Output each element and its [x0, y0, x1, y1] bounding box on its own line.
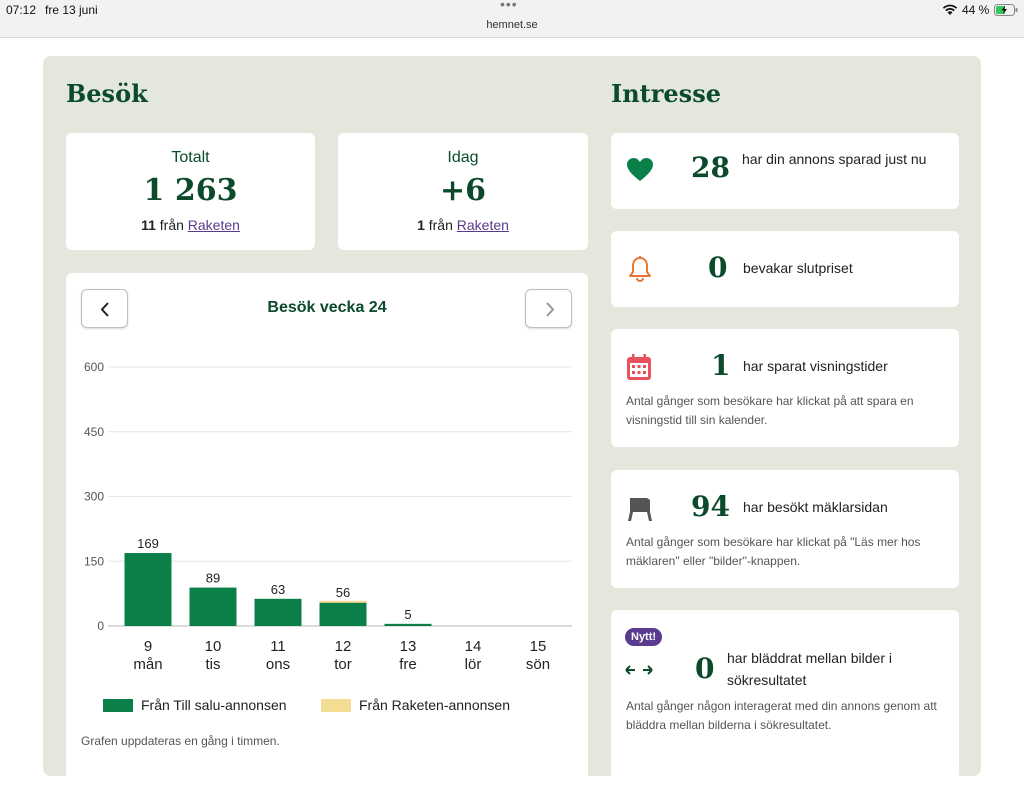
interest-card-image-browsing: Nytt! 0 har bläddrat mellan bilder i sök…	[611, 610, 959, 780]
new-badge: Nytt!	[625, 628, 663, 646]
today-raketen-line: 1 från Raketen	[338, 217, 588, 233]
y-tick-label: 450	[84, 425, 104, 439]
y-tick-label: 150	[84, 554, 104, 568]
x-tick-weekday: mån	[133, 656, 162, 673]
interest-card-saved: 28 har din annons sparad just nu	[611, 133, 959, 209]
x-tick-weekday: lör	[465, 656, 482, 673]
x-tick-date: 10	[205, 638, 222, 655]
today-raketen-link[interactable]: Raketen	[456, 217, 509, 233]
status-date: fre 13 juni	[45, 3, 98, 17]
x-tick-date: 13	[400, 638, 417, 655]
x-tick-date: 12	[335, 638, 352, 655]
previous-week-button[interactable]	[81, 289, 128, 328]
weekly-visits-chart-card: Besök vecka 24 0 150 300 450 600 169 9 mån 89 10 t…	[66, 273, 588, 793]
total-raketen-count: 11	[141, 217, 156, 233]
y-tick-label: 300	[84, 490, 104, 504]
visits-heading: Besök	[66, 79, 148, 108]
total-value: 1 263	[143, 173, 238, 208]
price-watch-text: bevakar slutpriset	[743, 260, 853, 276]
today-label: Idag	[447, 149, 479, 166]
x-tick-weekday: tis	[206, 656, 221, 673]
bar-raketen	[319, 600, 367, 603]
bell-icon	[629, 256, 651, 282]
image-browsing-desc: Antal gånger någon interagerat med din a…	[626, 699, 937, 732]
total-from-text: från	[159, 217, 184, 233]
x-tick-weekday: sön	[526, 656, 550, 673]
bar-value-label: 169	[137, 536, 159, 551]
address-bar[interactable]: hemnet.se	[0, 19, 1024, 31]
more-dots-icon[interactable]: •••	[500, 0, 518, 12]
bar-till-salu	[384, 623, 432, 626]
wifi-icon	[942, 4, 958, 15]
today-from-text: från	[428, 217, 453, 233]
bar-till-salu	[189, 587, 237, 626]
total-label: Totalt	[171, 149, 210, 166]
statistics-panel: Besök Totalt 1 263 11 från Raketen Idag …	[43, 56, 981, 793]
url-text: hemnet.se	[486, 19, 538, 31]
battery-percent: 44 %	[962, 3, 990, 17]
bar-value-label: 63	[271, 582, 285, 597]
price-watch-count: 0	[708, 251, 728, 284]
chart-update-note: Grafen uppdateras en gång i timmen.	[81, 734, 280, 748]
viewing-times-text: har sparat visningstider	[743, 358, 888, 374]
sign-icon	[628, 498, 652, 521]
y-tick-label: 0	[97, 619, 104, 633]
total-raketen-line: 11 från Raketen	[66, 217, 315, 233]
bar-value-label: 5	[404, 607, 411, 622]
total-visits-card: Totalt 1 263 11 från Raketen	[66, 133, 315, 250]
saved-text: har din annons sparad just nu	[742, 151, 927, 167]
bar-till-salu	[319, 602, 367, 626]
broker-page-text: har besökt mäklarsidan	[743, 499, 888, 515]
legend-swatch-till-salu	[103, 699, 133, 712]
chevron-left-icon	[100, 302, 109, 317]
broker-page-desc: Antal gånger som besökare har klickat på…	[626, 535, 921, 568]
x-tick-date: 11	[270, 638, 286, 655]
broker-page-count: 94	[691, 490, 730, 523]
browser-status-bar: 07:12 fre 13 juni ••• hemnet.se 44 %	[0, 0, 1024, 38]
x-tick-weekday: tor	[334, 656, 352, 673]
x-tick-date: 9	[144, 638, 152, 655]
bar-value-label: 56	[336, 585, 350, 600]
legend-till-salu: Från Till salu-annonsen	[141, 697, 287, 713]
bar-till-salu	[254, 598, 302, 626]
chart-title: Besök vecka 24	[267, 299, 387, 316]
arrows-horizontal-icon	[625, 665, 653, 675]
saved-count: 28	[691, 151, 730, 184]
image-browsing-count: 0	[695, 652, 715, 685]
interest-card-broker-page: 94 har besökt mäklarsidan Antal gånger s…	[611, 470, 959, 588]
status-time: 07:12	[6, 3, 37, 17]
x-tick-weekday: ons	[266, 656, 290, 673]
interest-heading: Intresse	[611, 79, 721, 108]
bar-value-label: 89	[206, 571, 220, 586]
heart-icon	[627, 158, 653, 181]
legend-swatch-raketen	[321, 699, 351, 712]
interest-card-price-watch: 0 bevakar slutpriset	[611, 231, 959, 307]
today-raketen-count: 1	[417, 217, 425, 233]
bar-till-salu	[124, 553, 172, 626]
today-value: +6	[439, 173, 486, 208]
image-browsing-text: har bläddrat mellan bilder i sökresultat…	[727, 650, 892, 688]
x-tick-date: 14	[465, 638, 482, 655]
viewing-times-count: 1	[711, 349, 731, 382]
viewing-times-desc: Antal gånger som besökare har klickat på…	[626, 394, 914, 427]
y-tick-label: 600	[84, 360, 104, 374]
today-visits-card: Idag +6 1 från Raketen	[338, 133, 588, 250]
x-tick-weekday: fre	[399, 656, 417, 673]
total-raketen-link[interactable]: Raketen	[187, 217, 240, 233]
battery-icon	[994, 4, 1018, 16]
next-week-button[interactable]	[525, 289, 572, 328]
interest-card-viewing-times: 1 har sparat visningstider Antal gånger …	[611, 329, 959, 447]
chevron-right-icon	[546, 302, 555, 317]
legend-raketen: Från Raketen-annonsen	[359, 697, 510, 713]
x-tick-date: 15	[530, 638, 547, 655]
calendar-icon	[627, 354, 651, 380]
